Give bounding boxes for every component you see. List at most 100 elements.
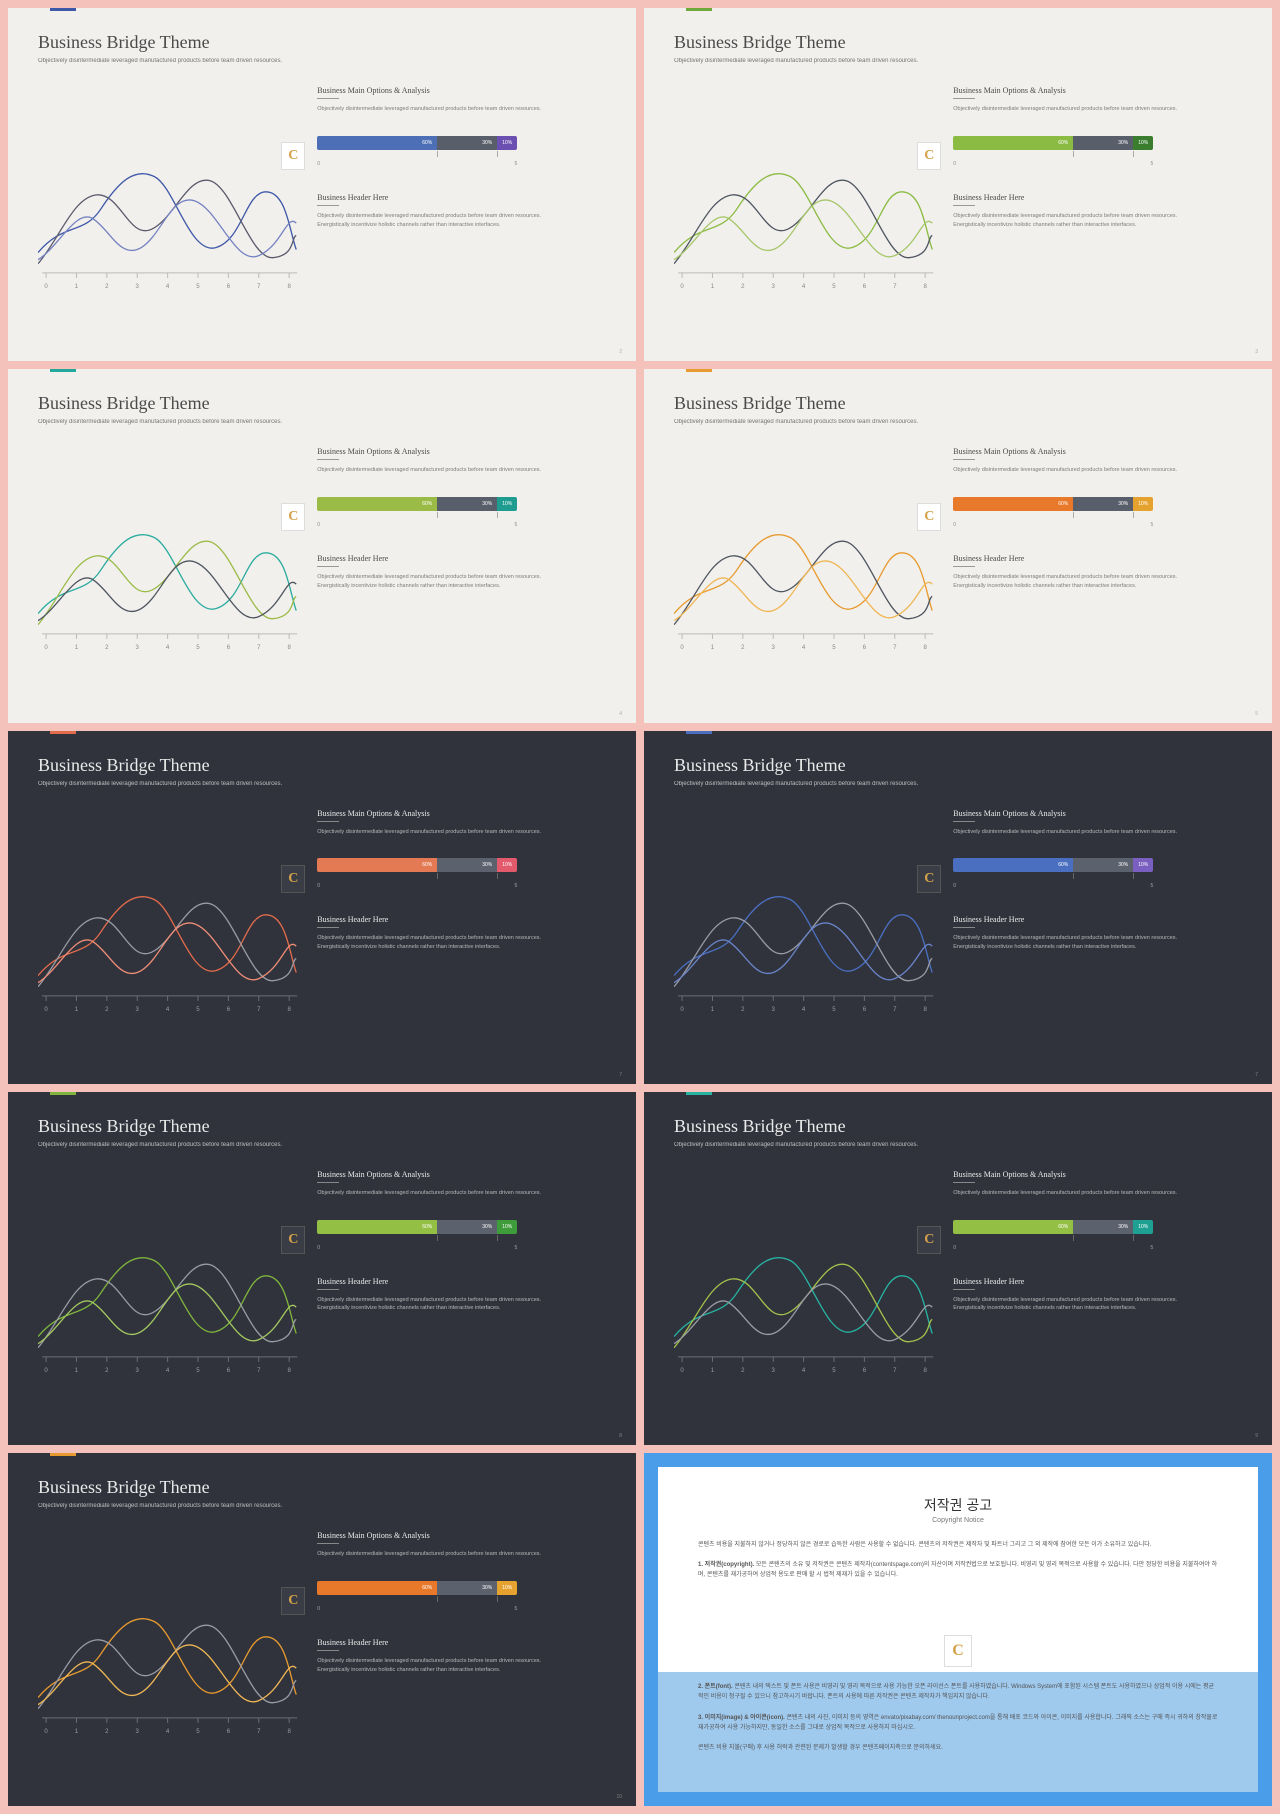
svg-text:2: 2	[741, 1007, 745, 1013]
slide-content: 0 1 2 3 4 5 6 7 8 C Business Main Option…	[674, 809, 1242, 1066]
svg-text:3: 3	[772, 1368, 776, 1374]
chart-area: 0 1 2 3 4 5 6 7 8 C	[674, 809, 935, 1066]
svg-text:3: 3	[772, 645, 776, 651]
svg-text:4: 4	[166, 284, 170, 290]
bar-track: 60%30%10%	[317, 497, 517, 511]
svg-text:2: 2	[105, 284, 109, 290]
header2-body: Objectively disintermediate leveraged ma…	[317, 1657, 547, 1675]
right-panel: Business Main Options & Analysis Objecti…	[317, 86, 606, 343]
divider	[953, 927, 975, 928]
svg-text:7: 7	[257, 1007, 261, 1013]
watermark-badge: C	[917, 1226, 941, 1254]
svg-text:1: 1	[75, 1368, 79, 1374]
accent-tab	[50, 731, 76, 734]
analysis-body: Objectively disintermediate leveraged ma…	[317, 105, 547, 114]
bar-ticks	[317, 151, 517, 161]
svg-text:4: 4	[802, 1007, 806, 1013]
right-panel: Business Main Options & Analysis Objecti…	[953, 809, 1242, 1066]
svg-text:5: 5	[832, 284, 836, 290]
bar-track: 60%30%10%	[317, 858, 517, 872]
bar-axis-labels: 05	[953, 161, 1153, 167]
watermark-badge: C	[281, 1587, 305, 1615]
svg-text:6: 6	[863, 284, 867, 290]
svg-text:4: 4	[802, 284, 806, 290]
slide-title: Business Bridge Theme	[674, 32, 1242, 53]
svg-text:4: 4	[166, 1729, 170, 1735]
stacked-bar: 60%30%10% 05	[317, 1581, 517, 1612]
bar-axis-labels: 05	[953, 1245, 1153, 1251]
svg-text:7: 7	[257, 1368, 261, 1374]
svg-text:8: 8	[923, 1368, 927, 1374]
slide-3: Business Bridge Theme Objectively disint…	[8, 369, 636, 722]
accent-tab	[50, 8, 76, 11]
analysis-heading: Business Main Options & Analysis	[317, 447, 606, 456]
svg-text:6: 6	[227, 645, 231, 651]
page-number: 10	[616, 1794, 622, 1800]
watermark-badge: C	[281, 865, 305, 893]
svg-text:5: 5	[196, 1007, 200, 1013]
chart-area: 0 1 2 3 4 5 6 7 8 C	[674, 86, 935, 343]
analysis-body: Objectively disintermediate leveraged ma…	[317, 828, 547, 837]
header2-body: Objectively disintermediate leveraged ma…	[953, 573, 1183, 591]
notice-bottom: 2. 폰트(font). 콘텐츠 내의 텍스트 및 폰트 사용은 비영리 및 영…	[658, 1672, 1258, 1792]
svg-text:5: 5	[196, 284, 200, 290]
svg-text:8: 8	[287, 645, 291, 651]
watermark-badge: C	[917, 865, 941, 893]
svg-text:0: 0	[44, 1729, 48, 1735]
slide-content: 0 1 2 3 4 5 6 7 8 C Business Main Option…	[38, 809, 606, 1066]
header2-body: Objectively disintermediate leveraged ma…	[317, 1296, 547, 1314]
divider	[317, 98, 339, 99]
svg-text:2: 2	[741, 1368, 745, 1374]
svg-text:1: 1	[75, 1007, 79, 1013]
slide-content: 0 1 2 3 4 5 6 7 8 C Business Main Option…	[674, 1170, 1242, 1427]
slide-2: Business Bridge Theme Objectively disint…	[644, 8, 1272, 361]
page-number: 9	[1255, 1433, 1258, 1439]
divider	[317, 566, 339, 567]
slide-9: Business Bridge Theme Objectively disint…	[8, 1453, 636, 1806]
svg-text:3: 3	[136, 645, 140, 651]
bar-track: 60%30%10%	[953, 497, 1153, 511]
analysis-body: Objectively disintermediate leveraged ma…	[953, 466, 1183, 475]
analysis-body: Objectively disintermediate leveraged ma…	[317, 466, 547, 475]
spline-chart: 0 1 2 3 4 5 6 7 8	[38, 86, 299, 343]
stacked-bar: 60%30%10% 05	[953, 1220, 1153, 1251]
accent-tab	[686, 1092, 712, 1095]
analysis-heading: Business Main Options & Analysis	[953, 809, 1242, 818]
analysis-heading: Business Main Options & Analysis	[317, 809, 606, 818]
slide-8: Business Bridge Theme Objectively disint…	[644, 1092, 1272, 1445]
stacked-bar: 60%30%10% 05	[317, 136, 517, 167]
header2: Business Header Here	[317, 1638, 606, 1647]
notice-p5: 콘텐츠 비용 지불(구매) 후 사용 허락과 관련된 문제가 발생할 경우 콘텐…	[698, 1743, 1218, 1753]
svg-text:8: 8	[287, 284, 291, 290]
slide-subtitle: Objectively disintermediate leveraged ma…	[674, 780, 934, 789]
slide-title: Business Bridge Theme	[38, 1116, 606, 1137]
svg-text:7: 7	[257, 645, 261, 651]
svg-text:6: 6	[227, 1729, 231, 1735]
divider	[317, 1289, 339, 1290]
accent-tab	[686, 731, 712, 734]
bar-axis-labels: 05	[317, 522, 517, 528]
accent-tab	[50, 1092, 76, 1095]
svg-text:8: 8	[923, 284, 927, 290]
header2: Business Header Here	[953, 554, 1242, 563]
right-panel: Business Main Options & Analysis Objecti…	[953, 86, 1242, 343]
svg-text:8: 8	[287, 1368, 291, 1374]
divider	[953, 205, 975, 206]
spline-chart: 0 1 2 3 4 5 6 7 8	[674, 809, 935, 1066]
svg-text:7: 7	[257, 1729, 261, 1735]
svg-text:6: 6	[227, 1368, 231, 1374]
bar-track: 60%30%10%	[953, 858, 1153, 872]
svg-text:1: 1	[711, 1007, 715, 1013]
notice-p3: 2. 폰트(font). 콘텐츠 내의 텍스트 및 폰트 사용은 비영리 및 영…	[698, 1682, 1218, 1702]
divider	[953, 566, 975, 567]
svg-text:0: 0	[680, 284, 684, 290]
right-panel: Business Main Options & Analysis Objecti…	[317, 1170, 606, 1427]
svg-text:3: 3	[136, 1007, 140, 1013]
svg-text:1: 1	[711, 284, 715, 290]
bar-track: 60%30%10%	[953, 136, 1153, 150]
svg-text:6: 6	[227, 1007, 231, 1013]
svg-text:4: 4	[166, 645, 170, 651]
svg-text:2: 2	[105, 1729, 109, 1735]
bar-axis-labels: 05	[953, 883, 1153, 889]
svg-text:0: 0	[680, 1007, 684, 1013]
